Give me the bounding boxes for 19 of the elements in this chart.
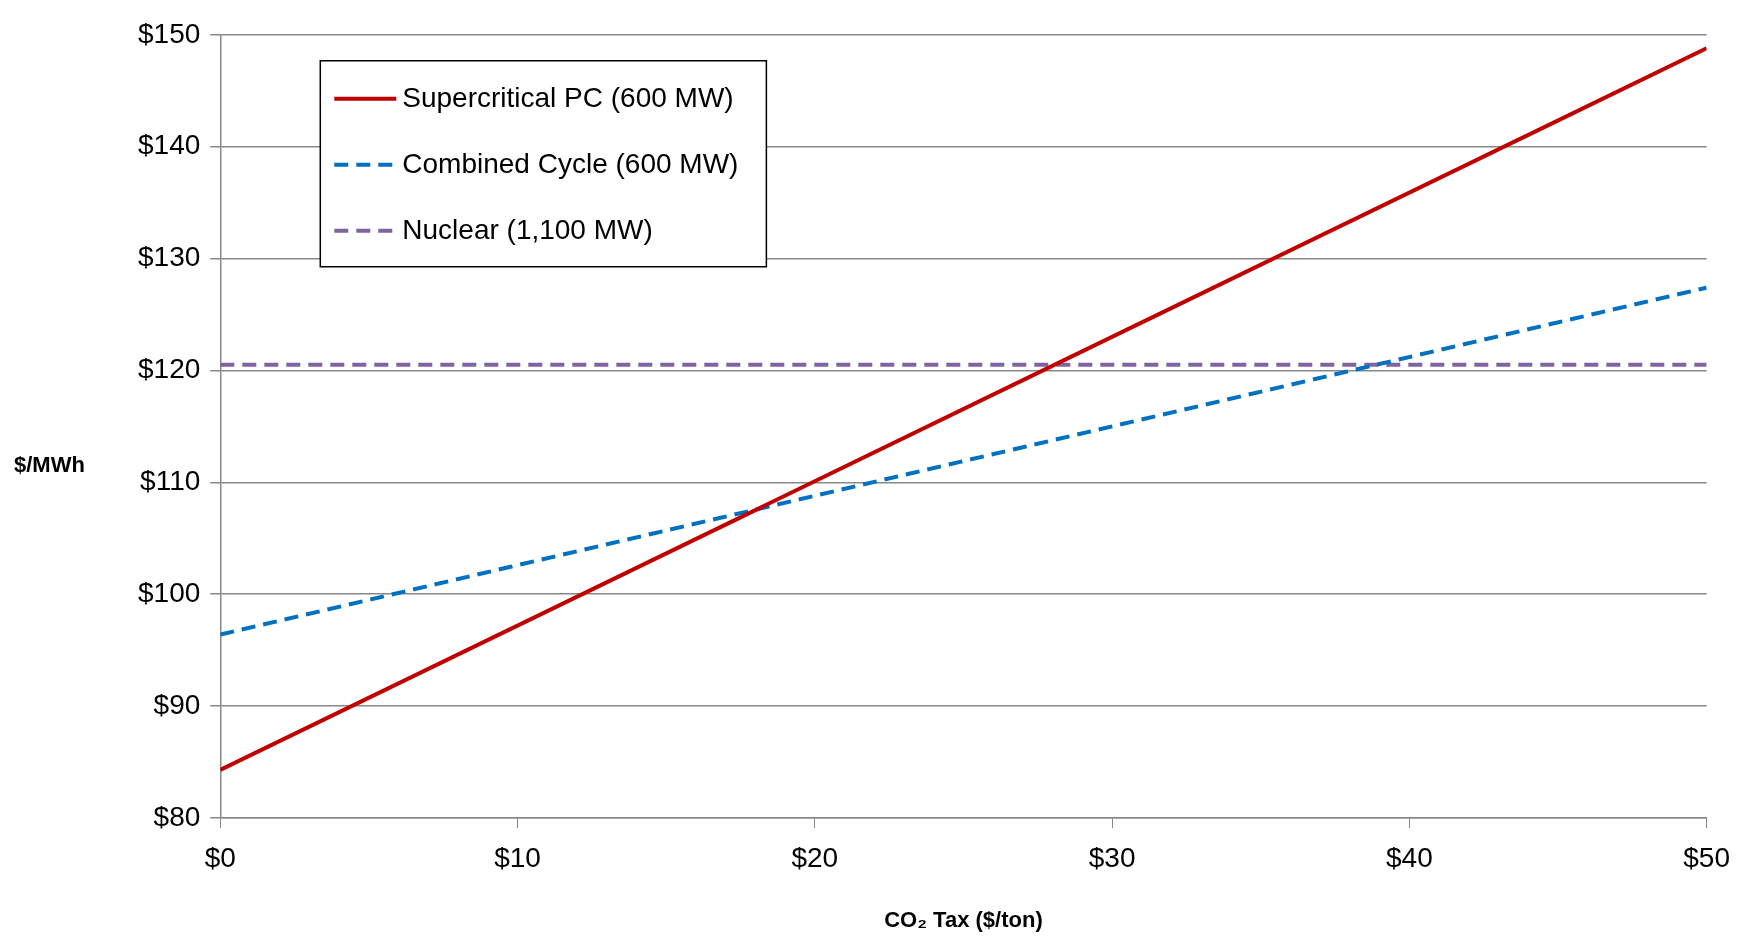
x-tick-label: $30 [1088, 841, 1136, 873]
x-axis-title: CO₂ Tax ($/ton) [884, 906, 1043, 932]
x-tick-label: $20 [791, 841, 839, 873]
y-tick-label: $80 [153, 800, 201, 832]
y-tick-label: $120 [137, 353, 201, 385]
legend-label: Nuclear (1,100 MW) [402, 213, 653, 245]
x-tick-label: $50 [1683, 841, 1730, 873]
y-tick-label: $140 [137, 129, 201, 161]
legend-label: Supercritical PC (600 MW) [402, 81, 734, 113]
x-tick-label: $0 [204, 841, 236, 873]
y-axis-title: $/MWh [14, 452, 85, 478]
y-tick-label: $150 [137, 17, 201, 49]
y-tick-label: $90 [153, 688, 201, 720]
x-tick-label: $40 [1386, 841, 1433, 873]
y-tick-label: $110 [140, 465, 201, 497]
x-tick-label: $10 [494, 841, 541, 873]
y-tick-label: $100 [137, 576, 201, 608]
legend-label: Combined Cycle (600 MW) [402, 147, 739, 179]
y-tick-label: $130 [137, 241, 201, 273]
